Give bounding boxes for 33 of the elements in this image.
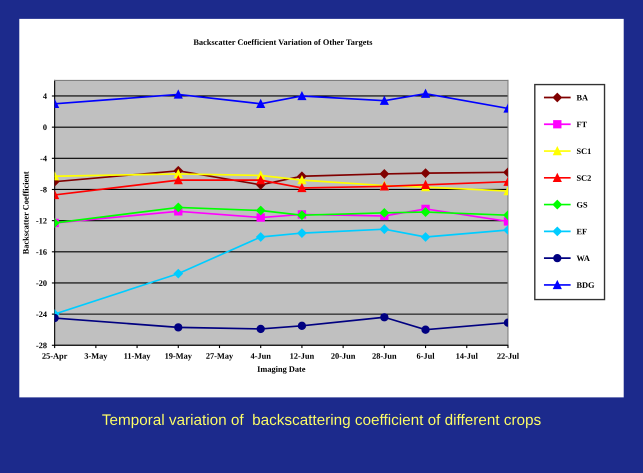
legend-label: FT [576,122,587,128]
x-tick-label: 25-Apr [42,353,68,360]
x-tick-label: 28-Jun [372,353,396,359]
y-tick-label: -16 [36,249,47,255]
legend-label: SC2 [576,175,591,181]
x-tick-label: 19-May [165,353,192,360]
x-tick-label: 14-Jul [456,352,478,359]
y-axis-title: Backscatter Coefficient [22,171,29,254]
x-axis-title: Imaging Date [257,366,306,374]
chart-title: Backscatter Coefficient Variation of Other Targets [194,39,372,47]
x-tick-label: 27-May [206,353,234,360]
text: Temporal variation of backscattering coefficient of different crops [102,414,541,428]
y-tick-label: 4 [42,93,47,99]
x-tick-label: 6-Jul [416,352,434,359]
x-tick-label: 4-Jun [250,353,271,359]
y-tick-label: -12 [36,218,47,224]
y-tick-label: -20 [36,280,47,286]
legend-label: GS [576,202,588,208]
y-tick-label: -24 [36,312,47,318]
legend-label: EF [576,228,587,234]
x-tick-label: 20-Jun [331,353,356,359]
y-tick-label: 0 [43,124,47,130]
legend-label: BA [576,94,588,100]
x-tick-label: 3-May [84,353,108,360]
x-tick-label: 11-May [124,353,150,360]
y-tick-label: -8 [40,186,47,192]
x-tick-label: 12-Jun [290,353,314,359]
legend-label: WA [576,256,590,262]
y-tick-label: -4 [40,156,47,162]
y-tick-label: -28 [36,342,47,348]
x-tick-label: 22-Jul [497,352,519,359]
legend-label: SC1 [576,148,591,154]
legend-label: BDG [576,282,594,288]
